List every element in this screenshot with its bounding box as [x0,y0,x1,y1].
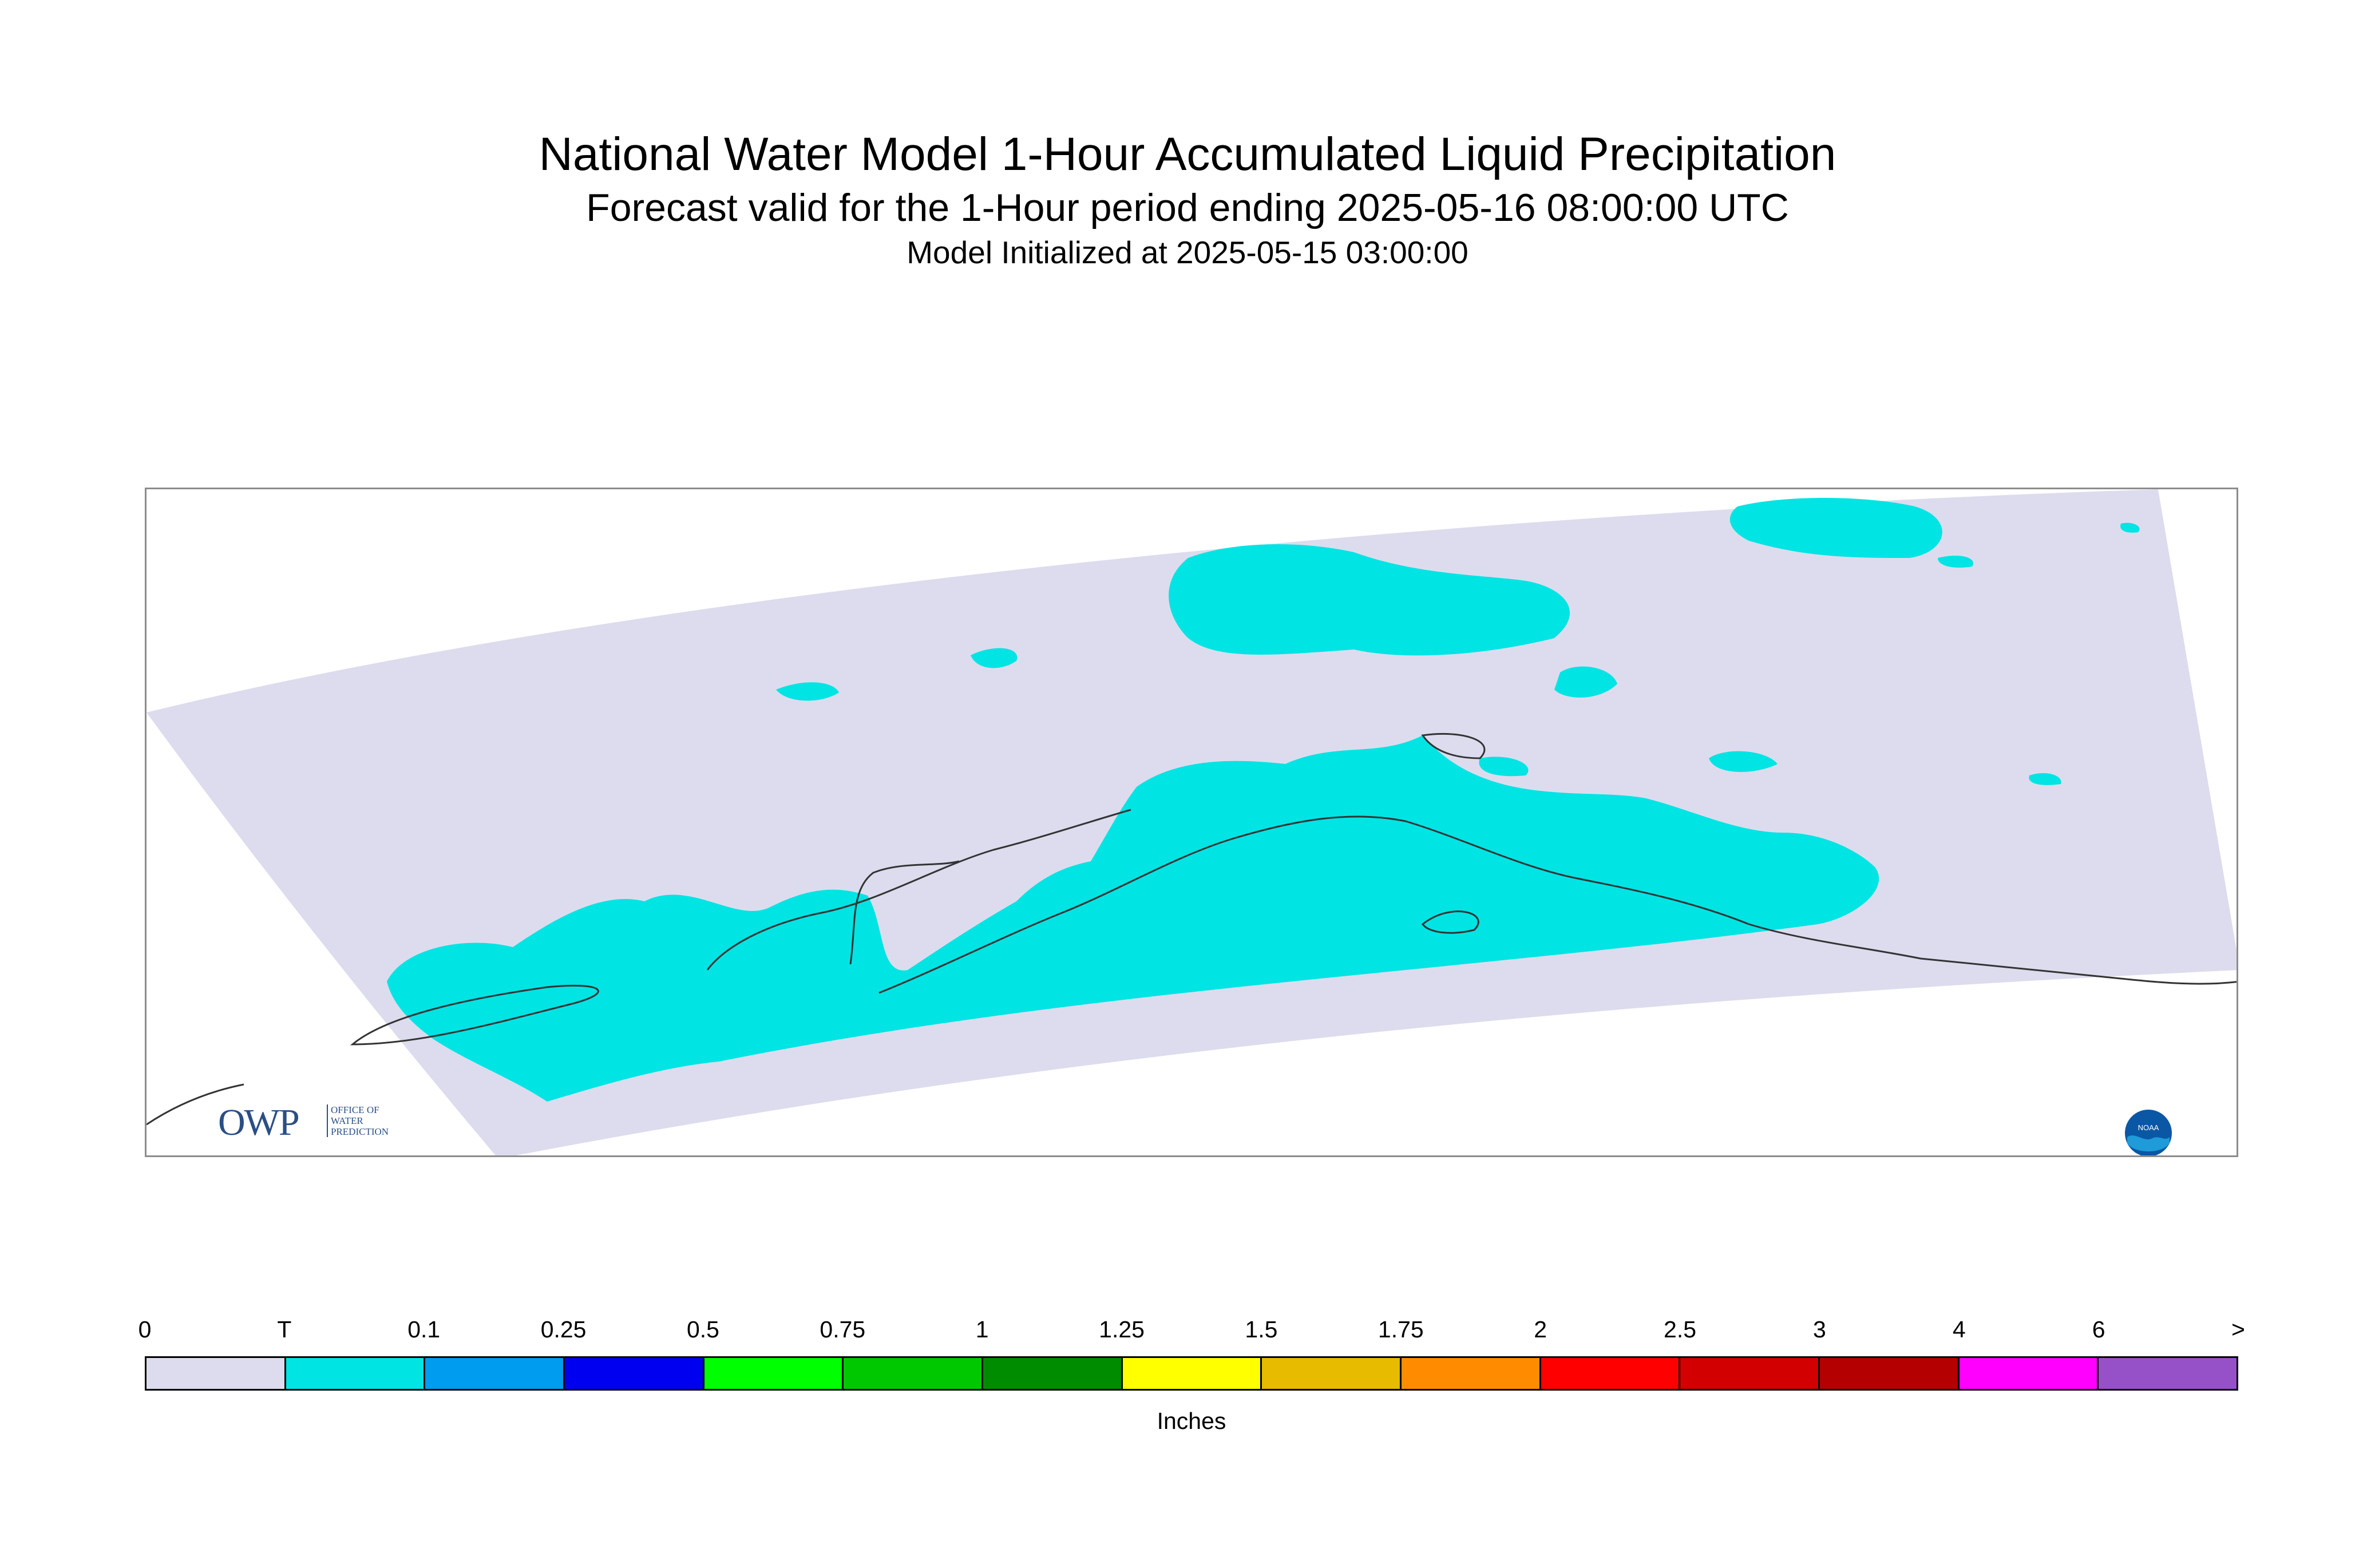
legend-swatch [425,1358,565,1389]
legend-swatch [286,1358,426,1389]
legend-swatch [147,1358,286,1389]
legend-swatch [2099,1358,2237,1389]
legend-tick-label: 2.5 [1664,1316,1697,1343]
color-legend: 0 T 0.1 0.25 0.5 0.75 1 1.25 1.5 1.75 2 2.5 3 4 6 > Inc… [138,1316,2245,1442]
legend-swatch [1262,1358,1402,1389]
legend-tick-label: 1.75 [1378,1316,1424,1343]
legend-tick-label: 3 [1812,1316,1826,1343]
legend-swatch [1680,1358,1820,1389]
owp-letters: OWP [218,1102,300,1143]
legend-tick-label: 0.75 [820,1316,866,1343]
legend-tick-label: > [2231,1316,2245,1343]
legend-tick-label: 0.25 [540,1316,587,1343]
legend-swatch [1122,1358,1262,1389]
legend-color-bar [145,1356,2238,1391]
title-block: National Water Model 1-Hour Accumulated … [0,126,2375,272]
legend-swatch [565,1358,704,1389]
map-frame: OWP OFFICE OF WATER PREDICTION NOAA [145,488,2238,1157]
owp-text-line: WATER [331,1115,363,1126]
legend-tick-label: 1.5 [1245,1316,1278,1343]
legend-swatch [844,1358,984,1389]
legend-tick-label: 6 [2092,1316,2105,1343]
legend-tick-label: 1 [975,1316,989,1343]
legend-swatch [704,1358,844,1389]
legend-tick-label: 0 [138,1316,152,1343]
precipitation-map [147,489,2237,1155]
legend-swatch [1959,1358,2099,1389]
noaa-logo-text: NOAA [2138,1123,2159,1132]
model-init-line: Model Initialized at 2025-05-15 03:00:00 [907,235,1468,270]
chart-subtitle: Forecast valid for the 1-Hour period end… [586,186,1789,229]
owp-text: OFFICE OF WATER PREDICTION [327,1104,389,1137]
legend-swatch [1402,1358,1541,1389]
legend-swatch [1541,1358,1681,1389]
legend-swatch [983,1358,1123,1389]
legend-tick-label: 0.1 [407,1316,441,1343]
precip-trace-areas [387,498,2140,1102]
legend-tick-label: 4 [1952,1316,1966,1343]
legend-tick-label: 2 [1534,1316,1547,1343]
legend-tick-label: 0.5 [686,1316,719,1343]
chart-title: National Water Model 1-Hour Accumulated … [539,128,1836,180]
legend-tick-label: 1.25 [1099,1316,1145,1343]
legend-swatch [1820,1358,1960,1389]
noaa-logo: NOAA [2125,1110,2172,1155]
coastlines [147,732,2237,1126]
legend-tick-label: T [277,1316,292,1343]
owp-text-line: OFFICE OF [331,1104,379,1115]
owp-text-line: PREDICTION [331,1126,389,1137]
legend-units: Inches [1157,1408,1226,1434]
